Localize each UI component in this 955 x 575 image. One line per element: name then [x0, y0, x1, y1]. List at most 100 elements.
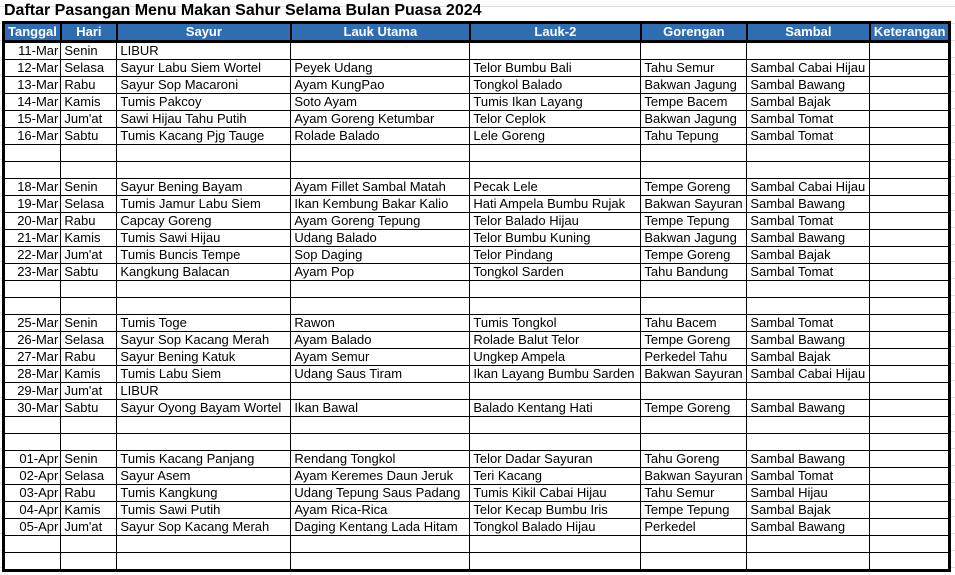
cell-keterangan[interactable] — [869, 450, 951, 468]
cell-lauk-2[interactable]: Rolade Balut Telor — [469, 331, 642, 349]
cell-sambal[interactable]: Sambal Cabai Hijau — [746, 59, 871, 77]
cell-hari[interactable]: Senin — [60, 450, 118, 468]
cell-keterangan[interactable] — [869, 212, 951, 230]
column-header-hari[interactable]: Hari — [59, 21, 118, 43]
cell-tanggal[interactable] — [2, 433, 62, 451]
cell-lauk-utama[interactable]: Ayam Fillet Sambal Matah — [290, 178, 471, 196]
cell-sambal[interactable] — [746, 382, 871, 400]
cell-hari[interactable]: Kamis — [60, 501, 118, 519]
cell-keterangan[interactable] — [869, 552, 951, 571]
cell-sayur[interactable]: Tumis Kangkung — [116, 484, 292, 502]
cell-lauk-utama[interactable]: Sop Daging — [290, 246, 471, 264]
cell-keterangan[interactable] — [869, 195, 951, 213]
column-header-tanggal[interactable]: Tanggal — [2, 21, 62, 43]
cell-gorengan[interactable] — [640, 535, 748, 553]
column-header-lauk-utama[interactable]: Lauk Utama — [289, 21, 471, 43]
cell-tanggal[interactable] — [2, 535, 62, 553]
cell-sayur[interactable] — [116, 416, 292, 434]
cell-sambal[interactable] — [746, 297, 871, 315]
cell-lauk-utama[interactable] — [290, 41, 471, 60]
column-header-gorengan[interactable]: Gorengan — [639, 21, 748, 43]
cell-hari[interactable]: Selasa — [60, 195, 118, 213]
cell-tanggal[interactable]: 18-Mar — [2, 178, 62, 196]
cell-sambal[interactable]: Sambal Bawang — [746, 331, 871, 349]
cell-sayur[interactable]: Tumis Buncis Tempe — [116, 246, 292, 264]
cell-gorengan[interactable] — [640, 297, 748, 315]
cell-tanggal[interactable]: 13-Mar — [2, 76, 62, 94]
column-header-lauk-2[interactable]: Lauk-2 — [468, 21, 642, 43]
cell-gorengan[interactable]: Perkedel Tahu — [640, 348, 748, 366]
cell-keterangan[interactable] — [869, 433, 951, 451]
cell-keterangan[interactable] — [869, 229, 951, 247]
cell-lauk-2[interactable]: Telor Bumbu Kuning — [469, 229, 642, 247]
cell-sayur[interactable] — [116, 144, 292, 162]
cell-keterangan[interactable] — [869, 416, 951, 434]
cell-gorengan[interactable]: Tahu Tepung — [640, 127, 748, 145]
cell-lauk-2[interactable]: Telor Ceplok — [469, 110, 642, 128]
cell-hari[interactable]: Jum'at — [60, 518, 118, 536]
cell-keterangan[interactable] — [869, 501, 951, 519]
cell-sambal[interactable]: Sambal Tomat — [746, 212, 871, 230]
cell-sambal[interactable]: Sambal Bawang — [746, 518, 871, 536]
cell-gorengan[interactable]: Tahu Goreng — [640, 450, 748, 468]
cell-keterangan[interactable] — [869, 161, 951, 179]
cell-gorengan[interactable] — [640, 382, 748, 400]
cell-lauk-2[interactable]: Tongkol Sarden — [469, 263, 642, 281]
cell-keterangan[interactable] — [869, 144, 951, 162]
cell-tanggal[interactable] — [2, 161, 62, 179]
cell-sayur[interactable]: Sayur Sop Kacang Merah — [116, 331, 292, 349]
cell-sayur[interactable] — [116, 280, 292, 298]
cell-lauk-utama[interactable]: Ayam Rica-Rica — [290, 501, 471, 519]
cell-sayur[interactable]: LIBUR — [116, 41, 292, 60]
cell-hari[interactable] — [60, 297, 118, 315]
cell-hari[interactable]: Selasa — [60, 59, 118, 77]
cell-hari[interactable]: Sabtu — [60, 263, 118, 281]
cell-keterangan[interactable] — [869, 76, 951, 94]
cell-sayur[interactable]: Capcay Goreng — [116, 212, 292, 230]
cell-hari[interactable] — [60, 416, 118, 434]
cell-tanggal[interactable]: 25-Mar — [2, 314, 62, 332]
cell-sayur[interactable] — [116, 433, 292, 451]
cell-sambal[interactable] — [746, 535, 871, 553]
cell-hari[interactable]: Senin — [60, 41, 118, 60]
cell-hari[interactable]: Kamis — [60, 365, 118, 383]
cell-hari[interactable]: Rabu — [60, 348, 118, 366]
cell-lauk-2[interactable]: Telor Pindang — [469, 246, 642, 264]
cell-gorengan[interactable]: Tempe Goreng — [640, 399, 748, 417]
cell-hari[interactable] — [60, 535, 118, 553]
cell-lauk-2[interactable] — [469, 41, 642, 60]
cell-lauk-2[interactable] — [469, 280, 642, 298]
cell-keterangan[interactable] — [869, 263, 951, 281]
cell-sayur[interactable]: Tumis Kacang Panjang — [116, 450, 292, 468]
cell-gorengan[interactable]: Tahu Semur — [640, 484, 748, 502]
cell-tanggal[interactable]: 05-Apr — [2, 518, 62, 536]
cell-sambal[interactable] — [746, 416, 871, 434]
cell-keterangan[interactable] — [869, 399, 951, 417]
cell-gorengan[interactable]: Tahu Semur — [640, 59, 748, 77]
cell-lauk-2[interactable]: Balado Kentang Hati — [469, 399, 642, 417]
cell-hari[interactable] — [60, 161, 118, 179]
cell-sayur[interactable]: Kangkung Balacan — [116, 263, 292, 281]
cell-lauk-utama[interactable] — [290, 552, 471, 571]
cell-lauk-utama[interactable]: Ayam Keremes Daun Jeruk — [290, 467, 471, 485]
cell-tanggal[interactable]: 27-Mar — [2, 348, 62, 366]
cell-lauk-utama[interactable]: Udang Balado — [290, 229, 471, 247]
cell-lauk-utama[interactable] — [290, 144, 471, 162]
cell-lauk-2[interactable] — [469, 433, 642, 451]
cell-sambal[interactable] — [746, 433, 871, 451]
cell-keterangan[interactable] — [869, 382, 951, 400]
cell-lauk-utama[interactable]: Udang Saus Tiram — [290, 365, 471, 383]
cell-tanggal[interactable] — [2, 416, 62, 434]
cell-lauk-2[interactable]: Lele Goreng — [469, 127, 642, 145]
cell-sambal[interactable]: Sambal Bawang — [746, 76, 871, 94]
cell-keterangan[interactable] — [869, 297, 951, 315]
cell-sayur[interactable]: Sayur Asem — [116, 467, 292, 485]
cell-tanggal[interactable]: 19-Mar — [2, 195, 62, 213]
cell-hari[interactable] — [60, 144, 118, 162]
column-header-keterangan[interactable]: Keterangan — [868, 21, 951, 43]
cell-keterangan[interactable] — [869, 484, 951, 502]
cell-tanggal[interactable]: 12-Mar — [2, 59, 62, 77]
cell-gorengan[interactable]: Bakwan Jagung — [640, 76, 748, 94]
cell-gorengan[interactable]: Tahu Bacem — [640, 314, 748, 332]
cell-lauk-utama[interactable]: Ayam Pop — [290, 263, 471, 281]
